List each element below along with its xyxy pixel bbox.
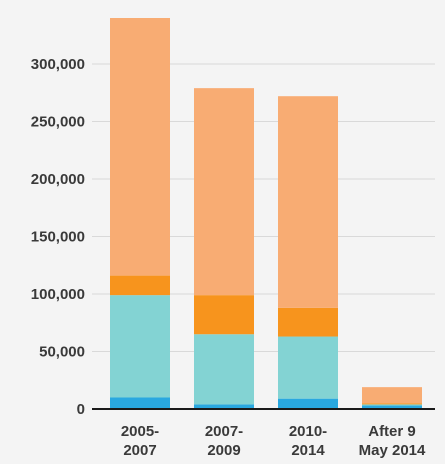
bar-segment — [362, 403, 422, 405]
bars — [110, 18, 422, 409]
y-axis-ticks: 0 50,000 100,000 150,000 200,000 250,000 300,0… — [31, 56, 85, 418]
bar-segment — [194, 404, 254, 409]
bar-segment — [278, 398, 338, 409]
bar-segment — [194, 334, 254, 405]
y-tick-label: 150,000 — [31, 229, 85, 246]
y-tick-label: 300,000 — [31, 56, 85, 73]
bar-segment — [278, 96, 338, 308]
x-axis-categories: 2005-2007 2007-2009 2010-2014 After 9 May 20… — [121, 423, 426, 459]
bar-segment — [362, 405, 422, 409]
x-category-label: 2005-2007 — [121, 423, 159, 459]
bar-segment — [194, 88, 254, 296]
bar-segment — [110, 295, 170, 398]
x-category-label: After 9 May 2014 — [359, 423, 426, 459]
bar-segment — [278, 336, 338, 399]
y-tick-label: 50,000 — [39, 344, 85, 361]
bar-segment — [278, 307, 338, 337]
y-tick-label: 200,000 — [31, 171, 85, 188]
bar-segment — [110, 18, 170, 276]
x-category-label: 2010-2014 — [289, 423, 327, 459]
bar-segment — [362, 387, 422, 404]
y-tick-label: 250,000 — [31, 114, 85, 131]
x-category-label: 2007-2009 — [205, 423, 243, 459]
bar-segment — [110, 397, 170, 409]
y-tick-label: 100,000 — [31, 286, 85, 303]
y-tick-label: 0 — [77, 401, 85, 418]
bar-segment — [110, 275, 170, 296]
bar-segment — [194, 295, 254, 335]
bar-segment — [362, 404, 422, 406]
